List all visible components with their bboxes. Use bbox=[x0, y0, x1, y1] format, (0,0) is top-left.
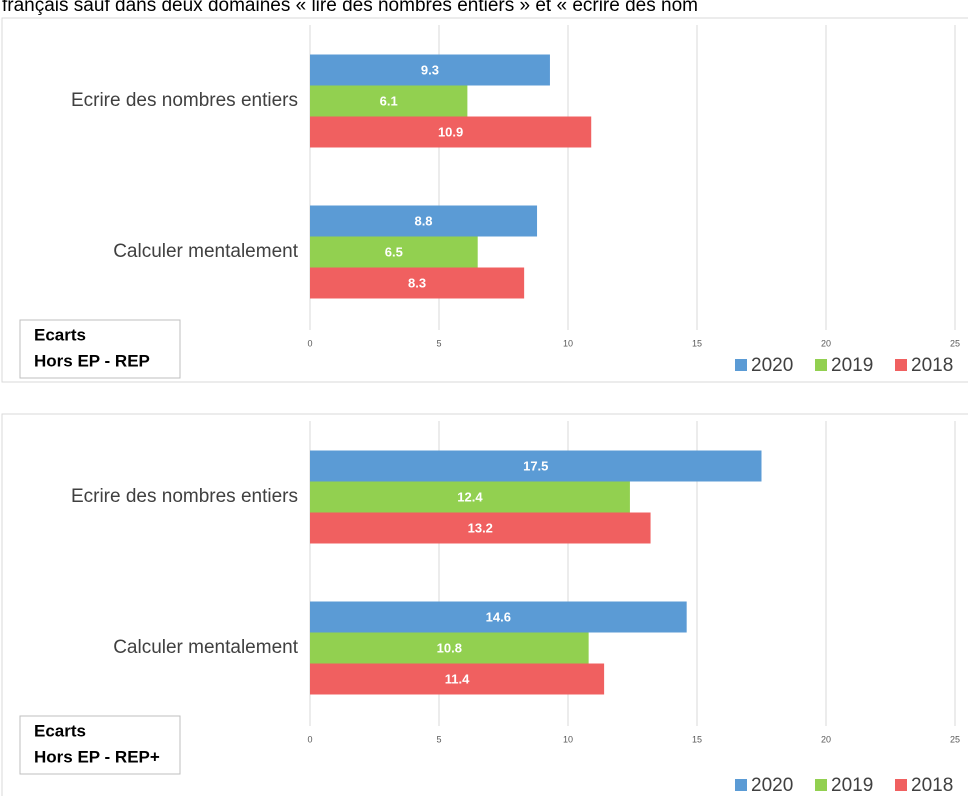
data-label: 10.8 bbox=[437, 640, 462, 655]
bar bbox=[310, 205, 538, 237]
data-label: 14.6 bbox=[486, 609, 511, 624]
annotation-box bbox=[19, 715, 181, 775]
x-tick-label: 5 bbox=[436, 338, 441, 348]
bar bbox=[310, 663, 605, 695]
legend-label: 2018 bbox=[911, 775, 953, 796]
data-label: 10.9 bbox=[438, 124, 463, 139]
legend-label: 2018 bbox=[911, 355, 953, 376]
legend-label: 2020 bbox=[751, 775, 793, 796]
annotation-text: Ecarts bbox=[34, 325, 86, 344]
bar bbox=[310, 481, 630, 513]
annotation-text: Hors EP - REP bbox=[34, 351, 150, 370]
annotation-text: Ecarts bbox=[34, 721, 86, 740]
legend-swatch bbox=[735, 359, 747, 371]
bar bbox=[310, 267, 525, 299]
bar bbox=[310, 54, 550, 86]
x-tick-label: 20 bbox=[821, 338, 831, 348]
x-tick-label: 15 bbox=[692, 734, 702, 744]
legend-label: 2020 bbox=[751, 355, 793, 376]
x-tick-label: 0 bbox=[307, 338, 312, 348]
data-label: 6.1 bbox=[380, 93, 398, 108]
legend-swatch bbox=[895, 779, 907, 791]
legend-label: 2019 bbox=[831, 355, 873, 376]
category-label: Calculer mentalement bbox=[113, 637, 299, 658]
bar bbox=[310, 512, 651, 544]
x-tick-label: 25 bbox=[950, 338, 960, 348]
panel-border bbox=[1, 17, 968, 383]
data-label: 12.4 bbox=[457, 489, 483, 504]
legend-swatch bbox=[815, 359, 827, 371]
bar bbox=[310, 632, 589, 664]
x-tick-label: 15 bbox=[692, 338, 702, 348]
x-tick-label: 25 bbox=[950, 734, 960, 744]
data-label: 6.5 bbox=[385, 244, 403, 259]
panel-border bbox=[1, 413, 968, 796]
legend-swatch bbox=[895, 359, 907, 371]
bar bbox=[310, 85, 468, 117]
data-label: 11.4 bbox=[445, 671, 470, 686]
annotation-text: Hors EP - REP+ bbox=[34, 747, 160, 766]
category-label: Ecrire des nombres entiers bbox=[71, 486, 298, 507]
data-label: 9.3 bbox=[421, 62, 439, 77]
data-label: 13.2 bbox=[468, 520, 493, 535]
bar bbox=[310, 450, 762, 482]
bar bbox=[310, 601, 687, 633]
data-label: 8.8 bbox=[414, 213, 432, 228]
x-tick-label: 10 bbox=[563, 734, 573, 744]
bar bbox=[310, 236, 478, 268]
x-tick-label: 20 bbox=[821, 734, 831, 744]
x-tick-label: 10 bbox=[563, 338, 573, 348]
legend-label: 2019 bbox=[831, 775, 873, 796]
header-text: français sauf dans deux domaines « lire … bbox=[2, 0, 698, 16]
legend-swatch bbox=[815, 779, 827, 791]
x-tick-label: 5 bbox=[436, 734, 441, 744]
data-label: 17.5 bbox=[523, 458, 548, 473]
bar bbox=[310, 116, 592, 148]
legend-swatch bbox=[735, 779, 747, 791]
annotation-box bbox=[19, 319, 181, 379]
category-label: Ecrire des nombres entiers bbox=[71, 90, 298, 111]
data-label: 8.3 bbox=[408, 275, 426, 290]
category-label: Calculer mentalement bbox=[113, 241, 299, 262]
x-tick-label: 0 bbox=[307, 734, 312, 744]
